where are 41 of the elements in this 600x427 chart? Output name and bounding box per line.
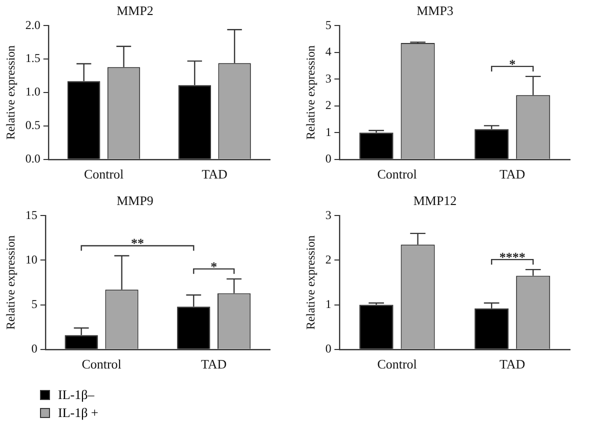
chart-title: MMP3 bbox=[416, 3, 454, 18]
y-axis-title: Relative expression bbox=[303, 235, 318, 330]
annotation: **** bbox=[499, 249, 526, 264]
y-tick-label: 2 bbox=[325, 252, 332, 266]
y-tick-label: 1.0 bbox=[25, 84, 40, 99]
y-axis-title: Relative expression bbox=[3, 45, 18, 140]
y-axis-title: Relative expression bbox=[3, 235, 18, 330]
annotation: * bbox=[210, 258, 218, 274]
x-tick-label: TAD bbox=[201, 356, 227, 372]
y-tick-label: 0 bbox=[31, 342, 38, 356]
x-tick-label: Control bbox=[377, 356, 418, 372]
chart-title: MMP2 bbox=[116, 3, 154, 18]
y-tick-label: 0.5 bbox=[25, 118, 40, 132]
y-tick-label: 2 bbox=[325, 98, 332, 112]
x-tick-label: TAD bbox=[500, 356, 526, 372]
y-tick-label: 15 bbox=[25, 208, 38, 222]
x-tick-label: TAD bbox=[202, 166, 228, 182]
x-tick-label: Control bbox=[82, 356, 122, 372]
x-tick-label: Control bbox=[377, 166, 418, 182]
y-tick-label: 1.5 bbox=[25, 51, 40, 66]
y-tick-label: 5 bbox=[325, 18, 332, 32]
legend-label: IL-1β– bbox=[58, 387, 94, 403]
y-tick-label: 1 bbox=[325, 124, 332, 139]
y-axis-title: Relative expression bbox=[303, 45, 318, 140]
y-tick-label: 10 bbox=[25, 252, 38, 266]
chart-title: MMP12 bbox=[413, 193, 457, 208]
annotation: * bbox=[509, 56, 516, 72]
annotation: ** bbox=[130, 236, 144, 251]
y-tick-label: 4 bbox=[325, 44, 332, 59]
y-tick-label: 0.0 bbox=[25, 152, 40, 166]
y-tick-label: 0 bbox=[325, 152, 332, 166]
y-tick-label: 5 bbox=[31, 296, 38, 311]
y-tick-label: 3 bbox=[325, 71, 332, 86]
legend-label: IL-1β + bbox=[58, 405, 98, 421]
y-tick-label: 1 bbox=[325, 296, 332, 311]
x-tick-label: Control bbox=[84, 166, 124, 182]
y-tick-label: 3 bbox=[325, 208, 332, 222]
y-tick-label: 2.0 bbox=[25, 18, 40, 32]
chart-title: MMP9 bbox=[116, 193, 154, 208]
x-tick-label: TAD bbox=[500, 166, 526, 182]
y-tick-label: 0 bbox=[325, 342, 332, 356]
